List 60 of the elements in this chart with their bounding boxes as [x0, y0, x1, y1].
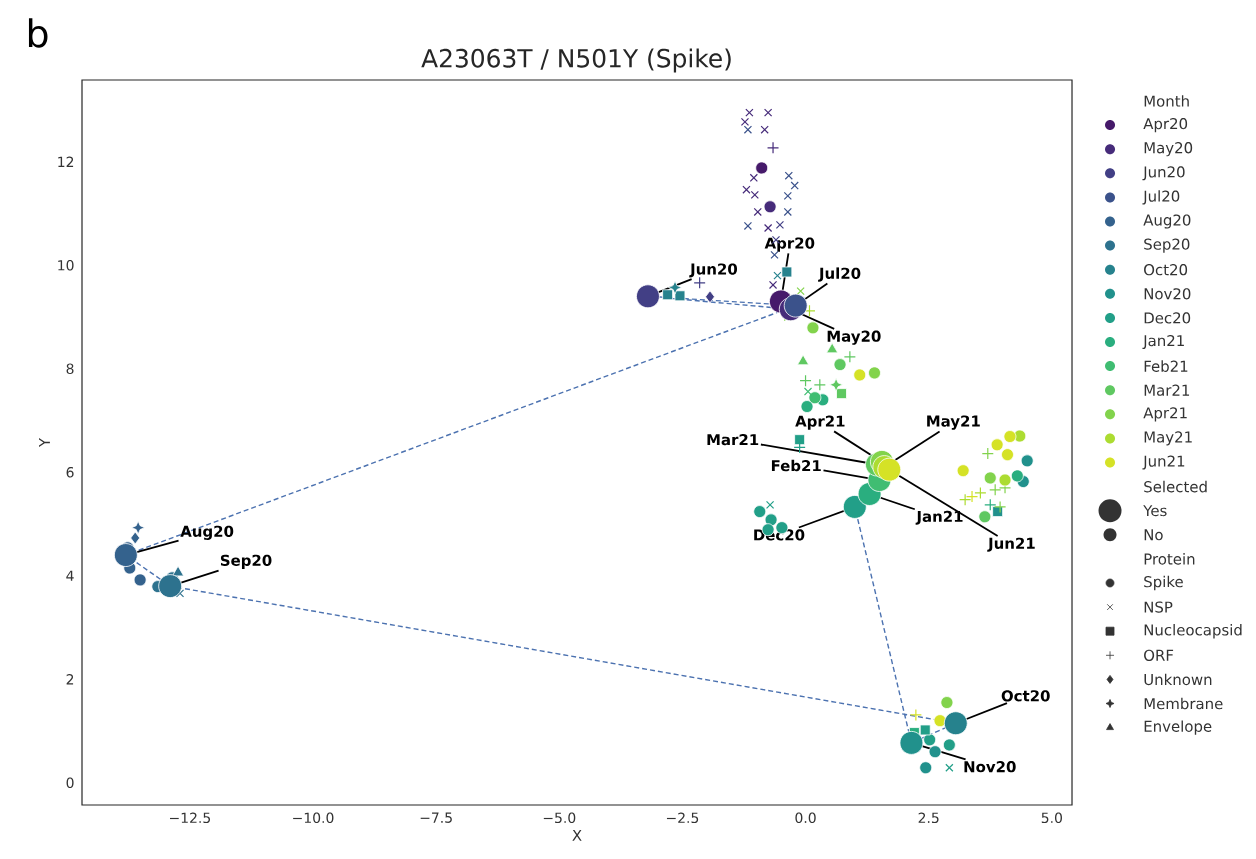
- legend-label: Jan21: [1142, 334, 1184, 350]
- text: No: [1144, 529, 1163, 541]
- annotation: Sep20: [220, 554, 272, 569]
- annotation: Apr21: [795, 415, 845, 430]
- legend-label: Apr21: [1143, 407, 1187, 422]
- y-tick-label: 4: [66, 570, 74, 581]
- legend-label: Jun20: [1142, 166, 1185, 181]
- legend-title: Month: [1144, 95, 1189, 107]
- y-tick-label: 6: [66, 466, 74, 478]
- annotation: Oct20: [1001, 690, 1050, 702]
- legend-label: Sep20: [1144, 238, 1190, 253]
- legend-label: Aug20: [1143, 214, 1191, 229]
- x-tick-label: −10.0: [293, 812, 334, 824]
- x-tick-label: −5.0: [543, 812, 576, 824]
- text: Spike: [1144, 575, 1183, 591]
- text: Membrane: [1144, 697, 1223, 710]
- legend-label: Oct20: [1144, 264, 1188, 276]
- y-tick-label: 2: [66, 674, 74, 685]
- legend-label: May21: [1144, 431, 1192, 446]
- annotation: Aug20: [180, 525, 234, 540]
- legend-label: Nov20: [1144, 288, 1191, 300]
- text: Nucleocapsid: [1144, 623, 1242, 639]
- y-tick-label: 0: [66, 777, 74, 789]
- legend-label: Apr20: [1143, 117, 1188, 133]
- annotation: Jan21: [915, 510, 963, 525]
- annotation: Jul20: [818, 267, 861, 282]
- legend-label: Mar21: [1144, 384, 1190, 396]
- y-tick-label: 8: [66, 363, 74, 375]
- text: b: [28, 18, 48, 48]
- x-axis-title: X: [572, 829, 582, 841]
- annotation: May20: [827, 330, 881, 345]
- annotation: Feb21: [771, 459, 821, 472]
- text: Protein: [1144, 553, 1195, 565]
- annotation: Apr20: [764, 237, 815, 252]
- text: Envelope: [1144, 720, 1212, 735]
- y-axis-title: Y: [39, 437, 50, 448]
- y-tick-label: 12: [58, 156, 74, 167]
- legend-label: Feb21: [1144, 360, 1188, 372]
- x-tick-label: 2.5: [918, 812, 939, 824]
- x-tick-label: −7.5: [420, 812, 452, 823]
- x-tick-label: 5.0: [1041, 812, 1062, 824]
- annotation: Nov20: [964, 761, 1016, 773]
- text: NSP: [1144, 601, 1173, 613]
- text: Unknown: [1144, 673, 1212, 686]
- x-tick-label: −12.5: [169, 812, 211, 824]
- annotation: May21: [927, 415, 980, 430]
- annotation: Mar21: [707, 434, 759, 446]
- legend-label: Yes: [1143, 505, 1167, 517]
- legend-label: May20: [1144, 142, 1193, 157]
- text: ORF: [1144, 649, 1174, 661]
- y-tick-label: 10: [58, 259, 74, 271]
- annotation: Jun21: [987, 537, 1035, 552]
- legend-label: Dec20: [1144, 312, 1191, 324]
- x-tick-label: −2.5: [666, 812, 699, 824]
- text: Selected: [1144, 480, 1207, 493]
- annotation: Jun20: [689, 263, 738, 278]
- legend-label: Jun21: [1142, 455, 1185, 470]
- legend-label: Jul20: [1142, 190, 1180, 205]
- x-tick-label: 0.0: [795, 812, 816, 824]
- chart-title: A23063T / N501Y (Spike): [421, 48, 731, 73]
